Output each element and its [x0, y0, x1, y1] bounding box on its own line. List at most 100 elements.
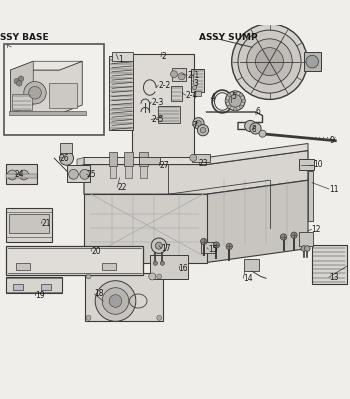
Circle shape — [239, 93, 243, 97]
Circle shape — [160, 261, 164, 265]
Circle shape — [225, 99, 229, 103]
Bar — [13, 284, 23, 290]
Bar — [244, 259, 259, 271]
Circle shape — [18, 76, 24, 81]
Circle shape — [239, 105, 243, 109]
Circle shape — [291, 232, 297, 238]
Text: ASSY BASE: ASSY BASE — [0, 33, 49, 42]
Text: 21: 21 — [41, 219, 51, 228]
Text: 24: 24 — [15, 170, 24, 179]
Text: 2-5: 2-5 — [151, 115, 163, 124]
Circle shape — [95, 281, 136, 321]
Bar — [201, 241, 215, 253]
Circle shape — [193, 118, 204, 129]
Bar — [192, 154, 210, 162]
Polygon shape — [84, 150, 308, 194]
Circle shape — [250, 123, 261, 134]
Text: 25: 25 — [86, 170, 96, 179]
Bar — [9, 213, 49, 233]
Bar — [172, 68, 186, 81]
Bar — [16, 263, 30, 269]
Bar — [150, 255, 188, 279]
Bar — [85, 273, 163, 321]
Bar — [140, 166, 147, 178]
Circle shape — [233, 107, 237, 111]
Circle shape — [213, 242, 219, 248]
Bar — [132, 54, 194, 158]
Circle shape — [301, 246, 307, 251]
Text: 9: 9 — [329, 136, 334, 145]
Bar — [304, 52, 321, 71]
Circle shape — [153, 261, 158, 265]
Circle shape — [280, 234, 287, 240]
Bar — [171, 86, 182, 101]
Bar — [308, 172, 313, 221]
Text: 2-2: 2-2 — [158, 81, 170, 90]
Text: 22: 22 — [117, 183, 127, 192]
Circle shape — [232, 24, 307, 99]
Bar — [6, 164, 37, 184]
Bar — [6, 174, 37, 178]
Text: 2: 2 — [161, 52, 166, 61]
Circle shape — [69, 170, 78, 179]
Polygon shape — [84, 144, 308, 164]
Circle shape — [242, 99, 245, 103]
Circle shape — [16, 81, 22, 86]
Text: 19: 19 — [35, 291, 45, 300]
Circle shape — [196, 120, 201, 126]
Bar — [191, 69, 204, 92]
Circle shape — [304, 246, 310, 251]
Bar — [139, 152, 148, 166]
Circle shape — [102, 288, 129, 314]
Circle shape — [29, 87, 41, 99]
Bar — [102, 263, 116, 269]
Bar — [108, 152, 117, 166]
Circle shape — [190, 154, 197, 161]
Polygon shape — [10, 61, 82, 114]
Polygon shape — [77, 158, 84, 166]
Circle shape — [225, 91, 245, 111]
Bar — [299, 232, 313, 246]
Text: 2-1: 2-1 — [187, 71, 199, 80]
Text: 6: 6 — [256, 107, 260, 117]
Circle shape — [228, 105, 231, 109]
Circle shape — [245, 120, 256, 132]
Bar — [108, 56, 133, 130]
Bar — [312, 245, 346, 284]
Polygon shape — [206, 180, 308, 263]
Circle shape — [306, 55, 318, 68]
Text: 23: 23 — [199, 159, 208, 168]
Bar — [49, 83, 77, 108]
Polygon shape — [84, 194, 206, 263]
Text: 3: 3 — [193, 79, 198, 89]
Polygon shape — [10, 61, 33, 114]
Bar — [139, 157, 160, 164]
Circle shape — [149, 273, 156, 280]
Bar — [4, 44, 104, 135]
Text: 17: 17 — [162, 244, 172, 253]
Text: 13: 13 — [329, 273, 339, 282]
Bar — [124, 152, 133, 166]
Bar — [9, 111, 86, 115]
Text: 10: 10 — [313, 160, 323, 169]
Text: 2-3: 2-3 — [151, 98, 163, 107]
Circle shape — [157, 274, 162, 279]
Circle shape — [86, 274, 91, 279]
Circle shape — [229, 95, 241, 107]
Bar — [194, 91, 201, 96]
Bar — [6, 277, 62, 293]
Circle shape — [157, 315, 162, 320]
Circle shape — [14, 78, 20, 84]
Circle shape — [60, 151, 74, 165]
Text: 11: 11 — [329, 184, 338, 194]
Text: 18: 18 — [94, 290, 104, 298]
Circle shape — [24, 81, 46, 104]
Text: 16: 16 — [178, 264, 188, 273]
Text: 15: 15 — [208, 245, 218, 254]
Circle shape — [238, 30, 301, 93]
Circle shape — [201, 238, 207, 245]
Bar — [67, 165, 90, 182]
Bar — [12, 95, 32, 110]
Text: ASSY SUMP: ASSY SUMP — [199, 33, 257, 42]
Bar — [112, 53, 133, 61]
